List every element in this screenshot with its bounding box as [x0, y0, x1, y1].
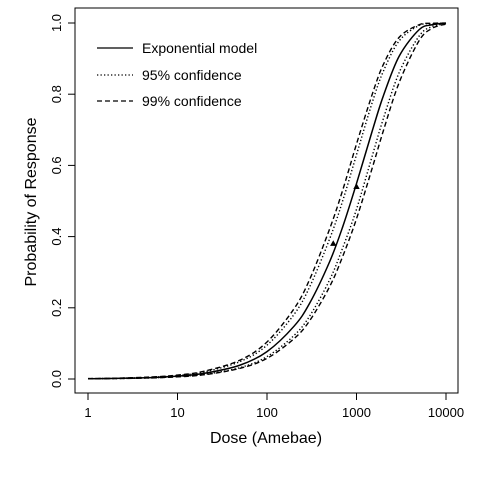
y-tick-label: 1.0 [49, 14, 64, 32]
x-tick-label: 1000 [342, 405, 371, 420]
legend-label-95-confidence: 95% confidence [142, 67, 242, 83]
plot-border [74, 7, 459, 394]
x-axis-title: Dose (Amebae) [210, 430, 322, 447]
y-tick-label: 0.2 [49, 299, 64, 317]
y-tick-label: 0.8 [49, 85, 64, 103]
legend-label-99-confidence: 99% confidence [142, 93, 242, 109]
series-line-solid-0 [87, 22, 447, 380]
observation-points [330, 183, 360, 246]
x-axis: 1 10 100 1000 10000 [84, 393, 464, 420]
x-tick-label: 1 [84, 405, 91, 420]
legend-label-exponential-model: Exponential model [142, 40, 257, 56]
legend: Exponential model 95% confidence 99% con… [97, 40, 257, 109]
y-tick-label: 0.4 [49, 228, 64, 246]
observation-marker [353, 183, 360, 189]
y-tick-label: 0.6 [49, 156, 64, 174]
series-layer [87, 22, 447, 380]
y-tick-label: 0.0 [49, 370, 64, 388]
x-tick-label: 100 [256, 405, 278, 420]
series-line-dashed-4 [87, 23, 447, 380]
y-axis: 0.0 0.2 0.4 0.6 0.8 1.0 [49, 14, 75, 388]
series-line-dotted-1 [87, 22, 447, 380]
observation-marker [330, 240, 337, 246]
y-axis-title: Probability of Response [23, 117, 40, 286]
plot-frame [74, 7, 459, 394]
series-line-dashed-3 [87, 22, 447, 380]
x-tick-label: 10 [170, 405, 184, 420]
x-tick-label: 10000 [428, 405, 464, 420]
